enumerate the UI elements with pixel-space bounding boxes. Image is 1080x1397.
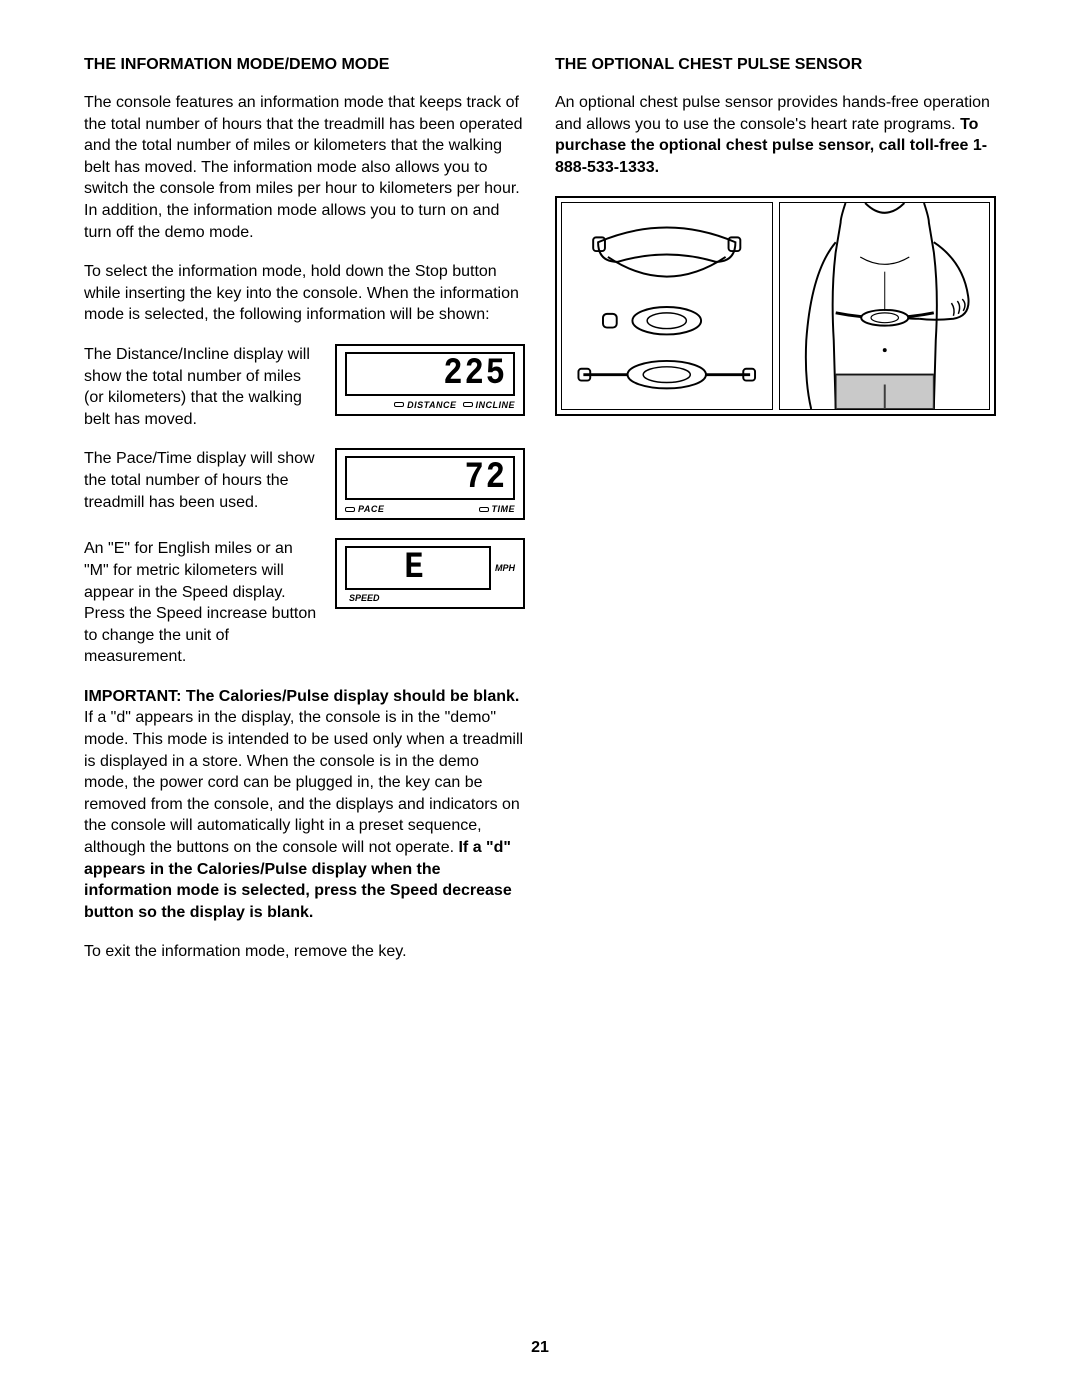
display-pace-lcd: 72 — [345, 456, 515, 500]
para-sensor: An optional chest pulse sensor provides … — [555, 92, 996, 178]
important-bold-1: IMPORTANT: The Calories/Pulse display sh… — [84, 688, 519, 705]
indicator-icon — [463, 402, 473, 407]
left-heading: THE INFORMATION MODE/DEMO MODE — [84, 56, 525, 74]
indicator-icon — [345, 507, 355, 512]
page-content: THE INFORMATION MODE/DEMO MODE The conso… — [0, 0, 1080, 981]
display-distance-lcd: 225 — [345, 352, 515, 396]
label-speed: SPEED — [345, 593, 515, 603]
torso-illustration-icon — [780, 203, 990, 409]
row-speed-text: An "E" for English miles or an "M" for m… — [84, 538, 319, 668]
label-time: TIME — [479, 504, 516, 514]
row-speed: An "E" for English miles or an "M" for m… — [84, 538, 525, 668]
display-speed-lcd: E — [345, 546, 491, 590]
left-column: THE INFORMATION MODE/DEMO MODE The conso… — [84, 56, 525, 981]
page-number: 21 — [0, 1339, 1080, 1357]
para-exit: To exit the information mode, remove the… — [84, 941, 525, 963]
display-pace-box: 72 PACE TIME — [335, 448, 525, 520]
label-pace: PACE — [345, 504, 384, 514]
display-distance-labels: DISTANCE INCLINE — [345, 400, 515, 410]
label-mph: MPH — [495, 563, 515, 573]
display-speed-value: E — [404, 550, 425, 587]
figure-torso — [779, 202, 991, 410]
label-incline: INCLINE — [463, 400, 516, 410]
important-middle: If a "d" appears in the display, the con… — [84, 709, 523, 856]
figure-straps — [561, 202, 773, 410]
label-distance: DISTANCE — [394, 400, 456, 410]
display-distance-value: 225 — [443, 356, 507, 393]
display-pace-value: 72 — [465, 460, 507, 497]
row-pace: The Pace/Time display will show the tota… — [84, 448, 525, 520]
para-important: IMPORTANT: The Calories/Pulse display sh… — [84, 686, 525, 924]
indicator-icon — [394, 402, 404, 407]
chest-sensor-figure — [555, 196, 996, 416]
right-column: THE OPTIONAL CHEST PULSE SENSOR An optio… — [555, 56, 996, 981]
row-distance-text: The Distance/Incline display will show t… — [84, 344, 319, 430]
display-pace-labels: PACE TIME — [345, 504, 515, 514]
sensor-text-a: An optional chest pulse sensor provides … — [555, 94, 990, 133]
row-pace-text: The Pace/Time display will show the tota… — [84, 448, 319, 513]
display-speed-box: E MPH SPEED — [335, 538, 525, 609]
straps-illustration-icon — [562, 203, 772, 409]
para-select: To select the information mode, hold dow… — [84, 261, 525, 326]
right-heading: THE OPTIONAL CHEST PULSE SENSOR — [555, 56, 996, 74]
indicator-icon — [479, 507, 489, 512]
display-distance-box: 225 DISTANCE INCLINE — [335, 344, 525, 416]
row-distance: The Distance/Incline display will show t… — [84, 344, 525, 430]
display-speed-row: E MPH — [345, 546, 515, 590]
para-intro: The console features an information mode… — [84, 92, 525, 243]
